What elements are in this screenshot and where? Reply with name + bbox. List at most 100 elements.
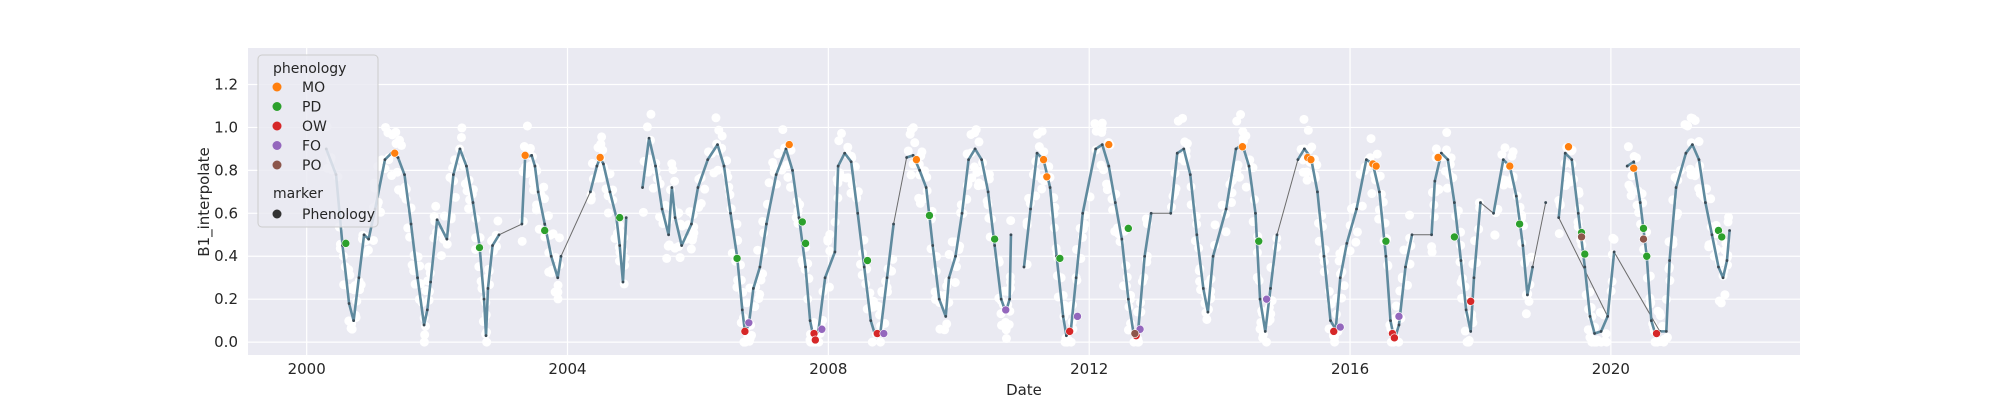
series-point [729, 211, 732, 215]
series-point [999, 297, 1003, 301]
series-point [1674, 186, 1678, 189]
series-point [833, 250, 837, 254]
raw-point [1001, 325, 1011, 335]
raw-point [785, 182, 795, 192]
phenology-point-pd [540, 226, 550, 235]
raw-point [971, 125, 981, 135]
series-point [465, 164, 468, 168]
raw-point [984, 169, 994, 179]
legend-label: PD [302, 100, 321, 116]
raw-point [756, 275, 766, 285]
series-point [1625, 164, 1629, 168]
raw-point [1399, 245, 1409, 255]
series-point [445, 237, 449, 241]
series-point [530, 153, 534, 157]
raw-point [1405, 210, 1415, 220]
raw-point [1234, 172, 1244, 182]
series-point [931, 244, 935, 247]
series-point [347, 302, 351, 305]
legend-box [257, 54, 379, 228]
raw-point [419, 337, 429, 347]
series-point [1296, 158, 1300, 162]
phenology-point-pd [1642, 251, 1652, 261]
raw-point [687, 235, 697, 245]
series-point [1074, 276, 1078, 280]
series-point [862, 265, 866, 269]
series-point [1258, 297, 1262, 301]
series-point [986, 190, 990, 194]
phenology-point-pd [801, 239, 810, 248]
series-point [670, 186, 674, 189]
raw-point [1123, 325, 1133, 335]
series-point [1404, 265, 1407, 269]
series-point [533, 164, 537, 168]
series-point [654, 164, 657, 168]
raw-point [605, 169, 615, 179]
phenology-point-pd [925, 211, 934, 220]
x-axis-ticks: 2000 2004 2008 2012 2016 2020 [288, 360, 1630, 378]
series-point [1531, 265, 1535, 269]
raw-point [1601, 329, 1611, 339]
connector-segment [893, 157, 908, 225]
series-point [1247, 164, 1251, 168]
y-tick-label: 0.4 [214, 247, 238, 265]
series-point [1593, 332, 1596, 335]
series-point [1464, 308, 1468, 312]
raw-point [1554, 229, 1564, 239]
raw-point [439, 211, 449, 221]
phenology-point-mo [1238, 142, 1247, 152]
raw-point [1507, 151, 1517, 161]
raw-point [1688, 113, 1698, 123]
raw-point [713, 165, 723, 175]
x-tick-label: 2020 [1592, 360, 1630, 378]
phenology-point-mo [1039, 155, 1048, 164]
series-point [482, 297, 486, 301]
raw-point [674, 208, 684, 218]
raw-point [773, 149, 783, 159]
raw-point [1723, 217, 1733, 227]
raw-point [597, 132, 607, 142]
series-point [1588, 314, 1592, 318]
x-axis-title: Date [1006, 381, 1042, 399]
phenology-point-ow [1466, 297, 1475, 306]
raw-point [1334, 256, 1344, 266]
series-point [1649, 319, 1653, 323]
raw-point [522, 121, 532, 131]
x-tick-label: 2008 [809, 360, 847, 378]
series-point [396, 156, 400, 159]
legend-label: OW [302, 119, 327, 135]
series-point [869, 319, 873, 323]
series-point [1224, 207, 1228, 211]
series-point [973, 147, 977, 151]
phenology-point-pd [1124, 224, 1133, 233]
raw-point [1656, 337, 1666, 347]
raw-point [977, 180, 987, 190]
series-point [1201, 287, 1205, 290]
raw-point [517, 236, 527, 246]
connector-segment [1532, 202, 1547, 268]
phenology-point-mo [784, 140, 794, 149]
raw-point [1091, 126, 1101, 136]
series-point [1009, 233, 1013, 237]
raw-point [836, 128, 846, 138]
phenology-point-ow [740, 327, 750, 336]
phenology-point-mo [1564, 142, 1573, 152]
raw-point [493, 216, 503, 226]
raw-point [717, 131, 727, 141]
raw-point [644, 164, 654, 174]
raw-point [950, 278, 960, 287]
series-point [1599, 329, 1603, 333]
legend: phenology MO PD OW FO PO marker Phenology [257, 54, 379, 228]
y-tick-label: 0.6 [214, 204, 238, 222]
series-point [1576, 211, 1580, 215]
series-point [1107, 164, 1111, 168]
raw-point [1442, 128, 1452, 138]
phenology-point-fo [1073, 312, 1082, 321]
raw-point [464, 204, 474, 214]
raw-point [1706, 194, 1716, 204]
raw-point [1367, 189, 1377, 199]
series-point [696, 186, 700, 189]
raw-point [1238, 127, 1248, 137]
connector-segment [498, 223, 523, 236]
raw-point [824, 282, 834, 292]
